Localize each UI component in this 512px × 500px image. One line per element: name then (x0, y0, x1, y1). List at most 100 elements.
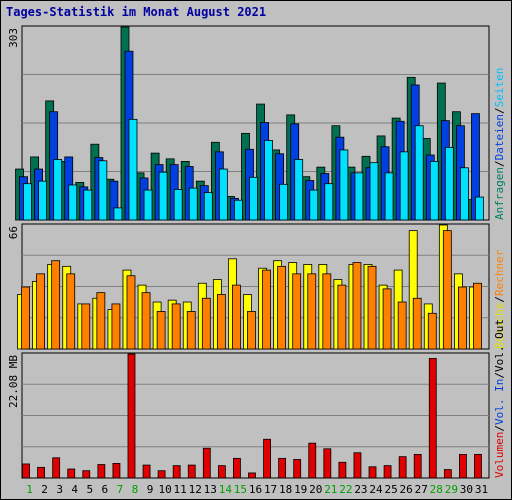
bar-visits-rechner-day-15 (232, 284, 241, 350)
bar-visits-rechner-day-9 (141, 292, 151, 350)
bar-volume-volumen-day-16 (248, 472, 256, 479)
bar-visits-rechner-day-28 (427, 312, 437, 350)
bar-visits-rechner-day-25 (382, 288, 392, 350)
x-tick-label-day-18: 18 (279, 483, 292, 496)
x-tick-label-day-17: 17 (264, 483, 277, 496)
bar-requests-seiten-day-16 (249, 176, 258, 221)
chart-title: Tages-Statistik im Monat August 2021 (6, 5, 267, 19)
x-tick-label-day-30: 30 (460, 483, 473, 496)
x-tick-label-day-20: 20 (309, 483, 322, 496)
x-tick-label-day-16: 16 (249, 483, 262, 496)
bar-requests-seiten-day-2 (38, 180, 47, 221)
x-tick-label-day-23: 23 (354, 483, 367, 496)
legend-entry-dateien: Dateien (493, 114, 506, 160)
bar-requests-seiten-day-11 (173, 189, 183, 221)
bar-volume-volumen-day-17 (263, 438, 271, 479)
x-tick-label-day-22: 22 (339, 483, 352, 496)
bar-visits-rechner-day-21 (322, 273, 332, 350)
bar-volume-volumen-day-31 (474, 454, 482, 479)
bar-requests-seiten-day-15 (234, 199, 243, 221)
bar-visits-rechner-day-26 (397, 301, 407, 350)
bar-visits-rechner-day-16 (247, 311, 256, 350)
x-tick-label-day-19: 19 (294, 483, 307, 496)
bar-volume-volumen-day-3 (52, 457, 61, 479)
bar-volume-volumen-day-15 (233, 457, 241, 479)
bar-volume-volumen-day-19 (293, 459, 302, 479)
y-max-label-visits: 66 (7, 226, 20, 239)
x-tick-label-day-11: 11 (174, 483, 187, 496)
legend-entry-anfragen: Anfragen (493, 167, 506, 220)
bar-requests-seiten-day-9 (143, 189, 153, 221)
bar-visits-rechner-day-31 (473, 282, 482, 350)
legend-entry-volumen: Volumen (493, 432, 506, 478)
bar-requests-seiten-day-6 (98, 160, 108, 221)
x-tick-label-day-8: 8 (132, 483, 139, 496)
x-tick-label-day-25: 25 (384, 483, 397, 496)
bar-volume-volumen-day-7 (112, 462, 121, 479)
bar-visits-rechner-day-1 (21, 286, 30, 350)
bar-requests-seiten-day-8 (128, 118, 138, 221)
bar-requests-seiten-day-12 (188, 187, 198, 221)
bar-requests-seiten-day-10 (158, 171, 168, 221)
bar-volume-volumen-day-4 (67, 468, 76, 479)
legend-separator: / (493, 372, 506, 379)
bar-visits-rechner-day-19 (292, 273, 302, 350)
x-tick-label-day-21: 21 (324, 483, 337, 496)
bar-visits-rechner-day-23 (352, 262, 362, 350)
bar-requests-seiten-day-21 (324, 183, 334, 221)
bar-visits-rechner-day-4 (66, 273, 76, 350)
bar-requests-seiten-day-28 (429, 160, 439, 221)
bar-visits-rechner-day-22 (337, 284, 347, 350)
bar-requests-seiten-day-13 (203, 192, 213, 221)
bar-volume-volumen-day-27 (413, 454, 422, 479)
bar-volume-volumen-day-25 (383, 465, 392, 479)
legend-separator: / (493, 296, 506, 303)
y-max-label-requests: 303 (7, 28, 20, 48)
bar-requests-seiten-day-5 (83, 189, 93, 221)
bar-requests-seiten-day-24 (369, 162, 379, 221)
bar-requests-seiten-day-4 (68, 184, 78, 221)
bar-volume-volumen-day-6 (97, 464, 106, 479)
bar-requests-seiten-day-20 (309, 189, 319, 221)
legend-entry-vol-out: Vol. Out (493, 319, 506, 372)
bar-visits-rechner-day-13 (201, 297, 211, 350)
bar-visits-rechner-day-10 (156, 311, 166, 350)
bar-volume-volumen-day-5 (82, 470, 91, 479)
x-tick-label-day-9: 9 (147, 483, 154, 496)
bar-visits-rechner-day-3 (51, 260, 61, 350)
legend-entry-besuche: Besuche (493, 303, 506, 349)
x-tick-label-day-4: 4 (71, 483, 78, 496)
x-tick-label-day-24: 24 (369, 483, 383, 496)
bar-requests-seiten-day-3 (53, 159, 63, 221)
x-tick-label-day-7: 7 (117, 483, 124, 496)
bar-volume-volumen-day-21 (323, 448, 332, 479)
bar-visits-rechner-day-11 (171, 303, 181, 350)
bar-volume-volumen-day-30 (459, 454, 467, 479)
bar-volume-volumen-day-23 (353, 452, 362, 479)
bar-visits-rechner-day-24 (367, 265, 377, 350)
legend-visits: Besuche/Rechner (493, 249, 506, 349)
legend-requests: Anfragen/Dateien/Seiten (493, 68, 506, 220)
bar-requests-seiten-day-27 (414, 125, 424, 221)
legend-volume: Volumen/Vol. In/Vol. Out (493, 319, 506, 478)
bar-visits-rechner-day-14 (216, 294, 226, 350)
bar-requests-seiten-day-1 (23, 183, 32, 221)
x-tick-label-day-12: 12 (189, 483, 202, 496)
bar-visits-rechner-day-6 (96, 292, 106, 350)
x-tick-label-day-28: 28 (430, 483, 443, 496)
x-tick-label-day-14: 14 (219, 483, 233, 496)
bar-requests-seiten-day-26 (399, 151, 409, 221)
bar-visits-rechner-day-5 (81, 303, 91, 350)
x-tick-label-day-15: 15 (234, 483, 247, 496)
bar-volume-volumen-day-14 (217, 465, 226, 479)
bar-requests-seiten-day-22 (339, 149, 349, 221)
bar-requests-seiten-day-17 (264, 139, 273, 221)
bar-visits-rechner-day-2 (36, 273, 45, 350)
legend-entry-vol-in: Vol. In (493, 379, 506, 425)
bar-volume-volumen-day-26 (398, 456, 407, 479)
bar-visits-rechner-day-29 (442, 230, 452, 350)
bar-volume-volumen-day-20 (308, 442, 317, 479)
bar-requests-seiten-day-14 (218, 168, 228, 221)
x-tick-label-day-2: 2 (41, 483, 48, 496)
